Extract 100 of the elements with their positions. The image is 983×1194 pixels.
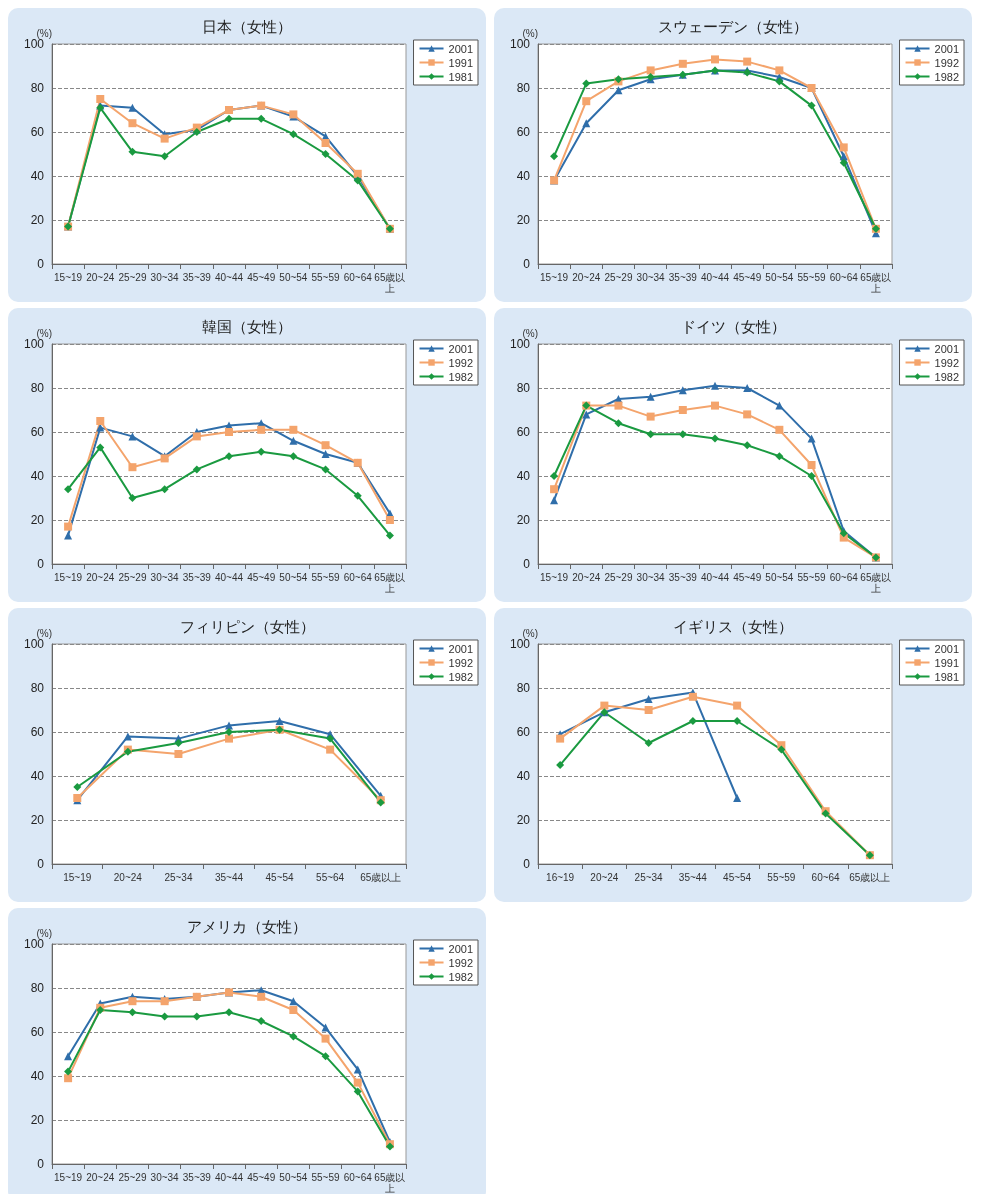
- y-tick-label: 60: [30, 725, 45, 739]
- legend-label: 2001: [448, 42, 474, 55]
- x-tick-label: 30~34: [636, 272, 666, 283]
- x-tick-label: 15~19: [54, 272, 83, 283]
- y-tick-label: 20: [30, 813, 45, 827]
- chart-title: フィリピン（女性）: [179, 617, 315, 636]
- y-tick-label: 80: [30, 381, 45, 395]
- x-tick-label: 45~49: [733, 572, 762, 583]
- x-tick-label: 30~34: [150, 572, 180, 583]
- legend-label: 2001: [448, 642, 474, 655]
- x-tick-label: 65歳以上: [860, 272, 892, 294]
- y-tick-label: 0: [523, 557, 531, 571]
- chart-title: 日本（女性）: [202, 17, 292, 36]
- x-tick-label: 65歳以上: [374, 272, 406, 294]
- x-tick-label: 25~29: [118, 572, 147, 583]
- y-tick-label: 80: [516, 381, 531, 395]
- x-tick-label: 45~49: [247, 1172, 276, 1183]
- y-tick-label: 60: [516, 725, 531, 739]
- x-tick-label: 65歳以上: [360, 872, 402, 883]
- x-tick-label: 20~24: [590, 872, 619, 883]
- legend-label: 1982: [448, 370, 474, 383]
- legend-label: 1992: [934, 56, 960, 69]
- x-tick-label: 65歳以上: [860, 572, 892, 594]
- x-tick-label: 30~34: [636, 572, 666, 583]
- y-tick-label: 80: [30, 981, 45, 995]
- x-tick-label: 65歳以上: [374, 572, 406, 594]
- y-tick-label: 100: [23, 637, 45, 651]
- x-tick-label: 35~39: [668, 272, 698, 283]
- x-tick-label: 20~24: [572, 572, 601, 583]
- x-tick-label: 15~19: [63, 872, 92, 883]
- x-tick-label: 55~59: [311, 572, 341, 583]
- x-tick-label: 55~59: [797, 572, 827, 583]
- x-tick-label: 50~54: [279, 272, 308, 283]
- y-tick-label: 20: [30, 1113, 45, 1127]
- x-tick-label: 40~44: [700, 572, 730, 583]
- legend-label: 1991: [934, 656, 960, 669]
- y-tick-label: 60: [516, 125, 531, 139]
- legend-label: 1992: [934, 356, 960, 369]
- x-tick-label: 20~24: [113, 872, 143, 883]
- chart-title: イギリス（女性）: [673, 617, 793, 636]
- x-tick-label: 20~24: [86, 1172, 115, 1183]
- y-tick-label: 40: [516, 469, 531, 483]
- x-tick-label: 55~64: [316, 872, 345, 883]
- x-tick-label: 20~24: [572, 272, 601, 283]
- x-tick-label: 35~44: [214, 872, 244, 883]
- x-tick-label: 40~44: [214, 572, 244, 583]
- legend-label: 1992: [448, 356, 474, 369]
- legend-label: 1981: [448, 70, 474, 83]
- x-tick-label: 25~34: [164, 872, 193, 883]
- y-axis-title: (%): [522, 27, 538, 39]
- x-tick-label: 45~54: [723, 872, 752, 883]
- y-tick-label: 80: [516, 81, 531, 95]
- x-tick-label: 60~64: [829, 572, 859, 583]
- legend-label: 2001: [448, 342, 474, 355]
- y-tick-label: 80: [516, 681, 531, 695]
- x-tick-label: 30~34: [150, 1172, 180, 1183]
- y-tick-label: 100: [23, 937, 45, 951]
- x-tick-label: 50~54: [279, 572, 308, 583]
- y-tick-label: 20: [30, 513, 45, 527]
- x-tick-label: 40~44: [700, 272, 730, 283]
- x-tick-label: 20~24: [86, 572, 115, 583]
- y-tick-label: 40: [30, 469, 45, 483]
- legend-label: 1982: [934, 70, 960, 83]
- x-tick-label: 25~29: [118, 272, 147, 283]
- legend-label: 2001: [934, 342, 960, 355]
- y-tick-label: 0: [523, 257, 531, 271]
- x-tick-label: 45~54: [265, 872, 295, 883]
- y-axis-title: (%): [36, 27, 52, 39]
- y-tick-label: 100: [23, 337, 45, 351]
- y-tick-label: 60: [30, 1025, 45, 1039]
- legend-label: 1992: [448, 956, 474, 969]
- chart-title: スウェーデン（女性）: [658, 17, 808, 36]
- x-tick-label: 55~59: [311, 1172, 341, 1183]
- x-tick-label: 50~54: [765, 272, 794, 283]
- y-tick-label: 0: [37, 1157, 45, 1171]
- x-tick-label: 35~39: [182, 572, 212, 583]
- x-tick-label: 60~64: [343, 272, 373, 283]
- y-axis-title: (%): [522, 327, 538, 339]
- y-tick-label: 40: [30, 169, 45, 183]
- y-tick-label: 100: [509, 337, 531, 351]
- x-tick-label: 15~19: [54, 572, 83, 583]
- x-tick-label: 20~24: [86, 272, 115, 283]
- x-tick-label: 55~59: [311, 272, 341, 283]
- x-tick-label: 40~44: [214, 272, 244, 283]
- x-tick-label: 16~19: [546, 872, 575, 883]
- legend-label: 1981: [934, 670, 960, 683]
- y-tick-label: 0: [523, 857, 531, 871]
- y-tick-label: 60: [516, 425, 531, 439]
- legend-label: 1982: [934, 370, 960, 383]
- legend-label: 2001: [934, 642, 960, 655]
- legend-label: 2001: [448, 942, 474, 955]
- x-tick-label: 35~39: [182, 1172, 212, 1183]
- x-tick-label: 35~39: [182, 272, 212, 283]
- chart-title: ドイツ（女性）: [680, 317, 786, 336]
- x-tick-label: 60~64: [343, 572, 373, 583]
- x-tick-label: 60~64: [811, 872, 841, 883]
- chart-title: 韓国（女性）: [202, 317, 292, 336]
- y-tick-label: 20: [30, 213, 45, 227]
- y-tick-label: 80: [30, 681, 45, 695]
- y-tick-label: 40: [30, 1069, 45, 1083]
